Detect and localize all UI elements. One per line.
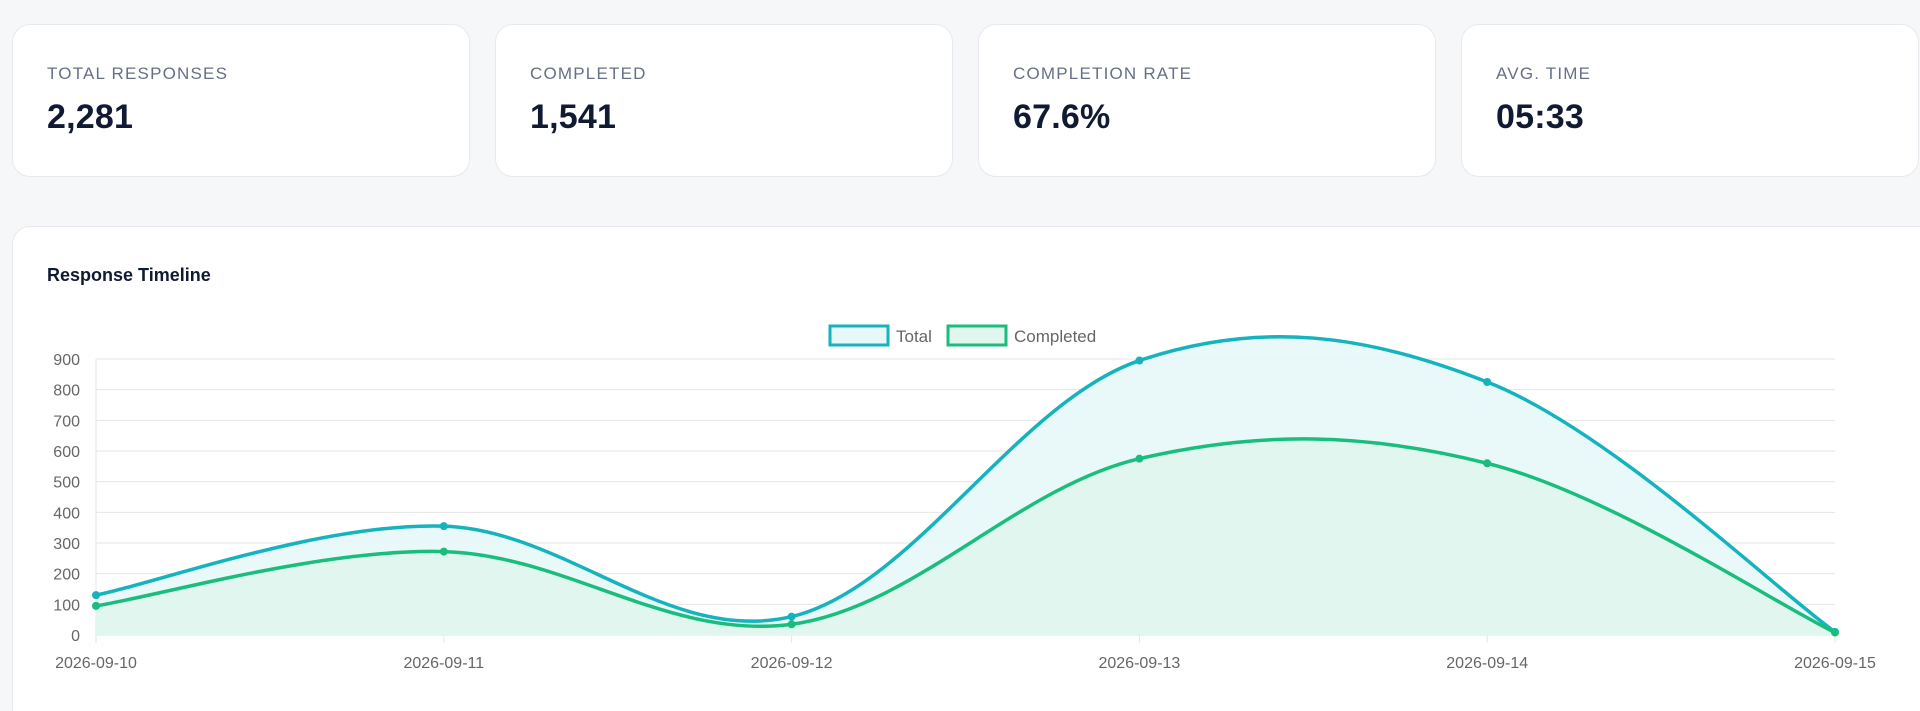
stat-card-completed: COMPLETED 1,541 xyxy=(495,24,953,177)
stat-value: 05:33 xyxy=(1496,98,1584,136)
x-tick-label: 2026-09-15 xyxy=(1794,655,1876,672)
data-point-total[interactable] xyxy=(1135,356,1144,365)
y-tick-label: 600 xyxy=(53,444,80,461)
y-tick-label: 200 xyxy=(53,567,80,584)
y-tick-label: 400 xyxy=(53,505,80,522)
y-tick-label: 700 xyxy=(53,413,80,430)
legend-item-completed[interactable]: Completed xyxy=(946,324,1096,347)
stat-value: 67.6% xyxy=(1013,98,1111,136)
data-point-completed[interactable] xyxy=(439,547,448,556)
data-point-completed[interactable] xyxy=(92,601,100,610)
y-tick-label: 800 xyxy=(53,383,80,400)
x-tick-label: 2026-09-12 xyxy=(751,655,833,672)
stat-value: 2,281 xyxy=(47,98,134,136)
series-line-total xyxy=(94,334,1837,634)
legend-swatch xyxy=(946,324,1008,347)
y-tick-label: 300 xyxy=(53,536,80,553)
stat-label: TOTAL RESPONSES xyxy=(47,64,229,83)
data-point-completed[interactable] xyxy=(1831,628,1839,637)
legend-item-total[interactable]: Total xyxy=(828,324,932,347)
data-point-completed[interactable] xyxy=(1483,459,1492,468)
stat-card-total-responses: TOTAL RESPONSES 2,281 xyxy=(12,24,470,177)
data-point-total[interactable] xyxy=(1483,378,1492,386)
series-area-completed xyxy=(96,438,1835,635)
series-line-completed xyxy=(94,437,1837,635)
legend-swatch xyxy=(828,324,890,347)
data-point-total[interactable] xyxy=(439,522,448,531)
stat-label: COMPLETION RATE xyxy=(1013,64,1193,83)
x-tick-label: 2026-09-11 xyxy=(403,655,484,672)
x-tick-label: 2026-09-14 xyxy=(1446,655,1528,672)
stats-row: TOTAL RESPONSES 2,281 COMPLETED 1,541 CO… xyxy=(12,24,1920,179)
x-tick-label: 2026-09-10 xyxy=(55,655,137,672)
stat-value: 1,541 xyxy=(530,98,617,136)
y-tick-label: 900 xyxy=(53,352,80,369)
data-point-completed[interactable] xyxy=(1135,454,1144,463)
y-tick-label: 500 xyxy=(53,475,80,492)
data-point-completed[interactable] xyxy=(787,620,796,629)
y-tick-label: 0 xyxy=(71,628,80,645)
stat-label: AVG. TIME xyxy=(1496,64,1592,83)
x-tick-label: 2026-09-13 xyxy=(1098,655,1180,672)
legend-label: Completed xyxy=(1014,327,1096,346)
chart-title: Response Timeline xyxy=(47,265,211,285)
stat-label: COMPLETED xyxy=(530,64,647,83)
stat-card-avg-time: AVG. TIME 05:33 xyxy=(1461,24,1919,177)
data-point-total[interactable] xyxy=(787,612,796,621)
stat-card-completion-rate: COMPLETION RATE 67.6% xyxy=(978,24,1436,177)
data-point-total[interactable] xyxy=(92,591,100,600)
y-tick-label: 100 xyxy=(53,597,80,614)
legend-label: Total xyxy=(896,327,932,346)
